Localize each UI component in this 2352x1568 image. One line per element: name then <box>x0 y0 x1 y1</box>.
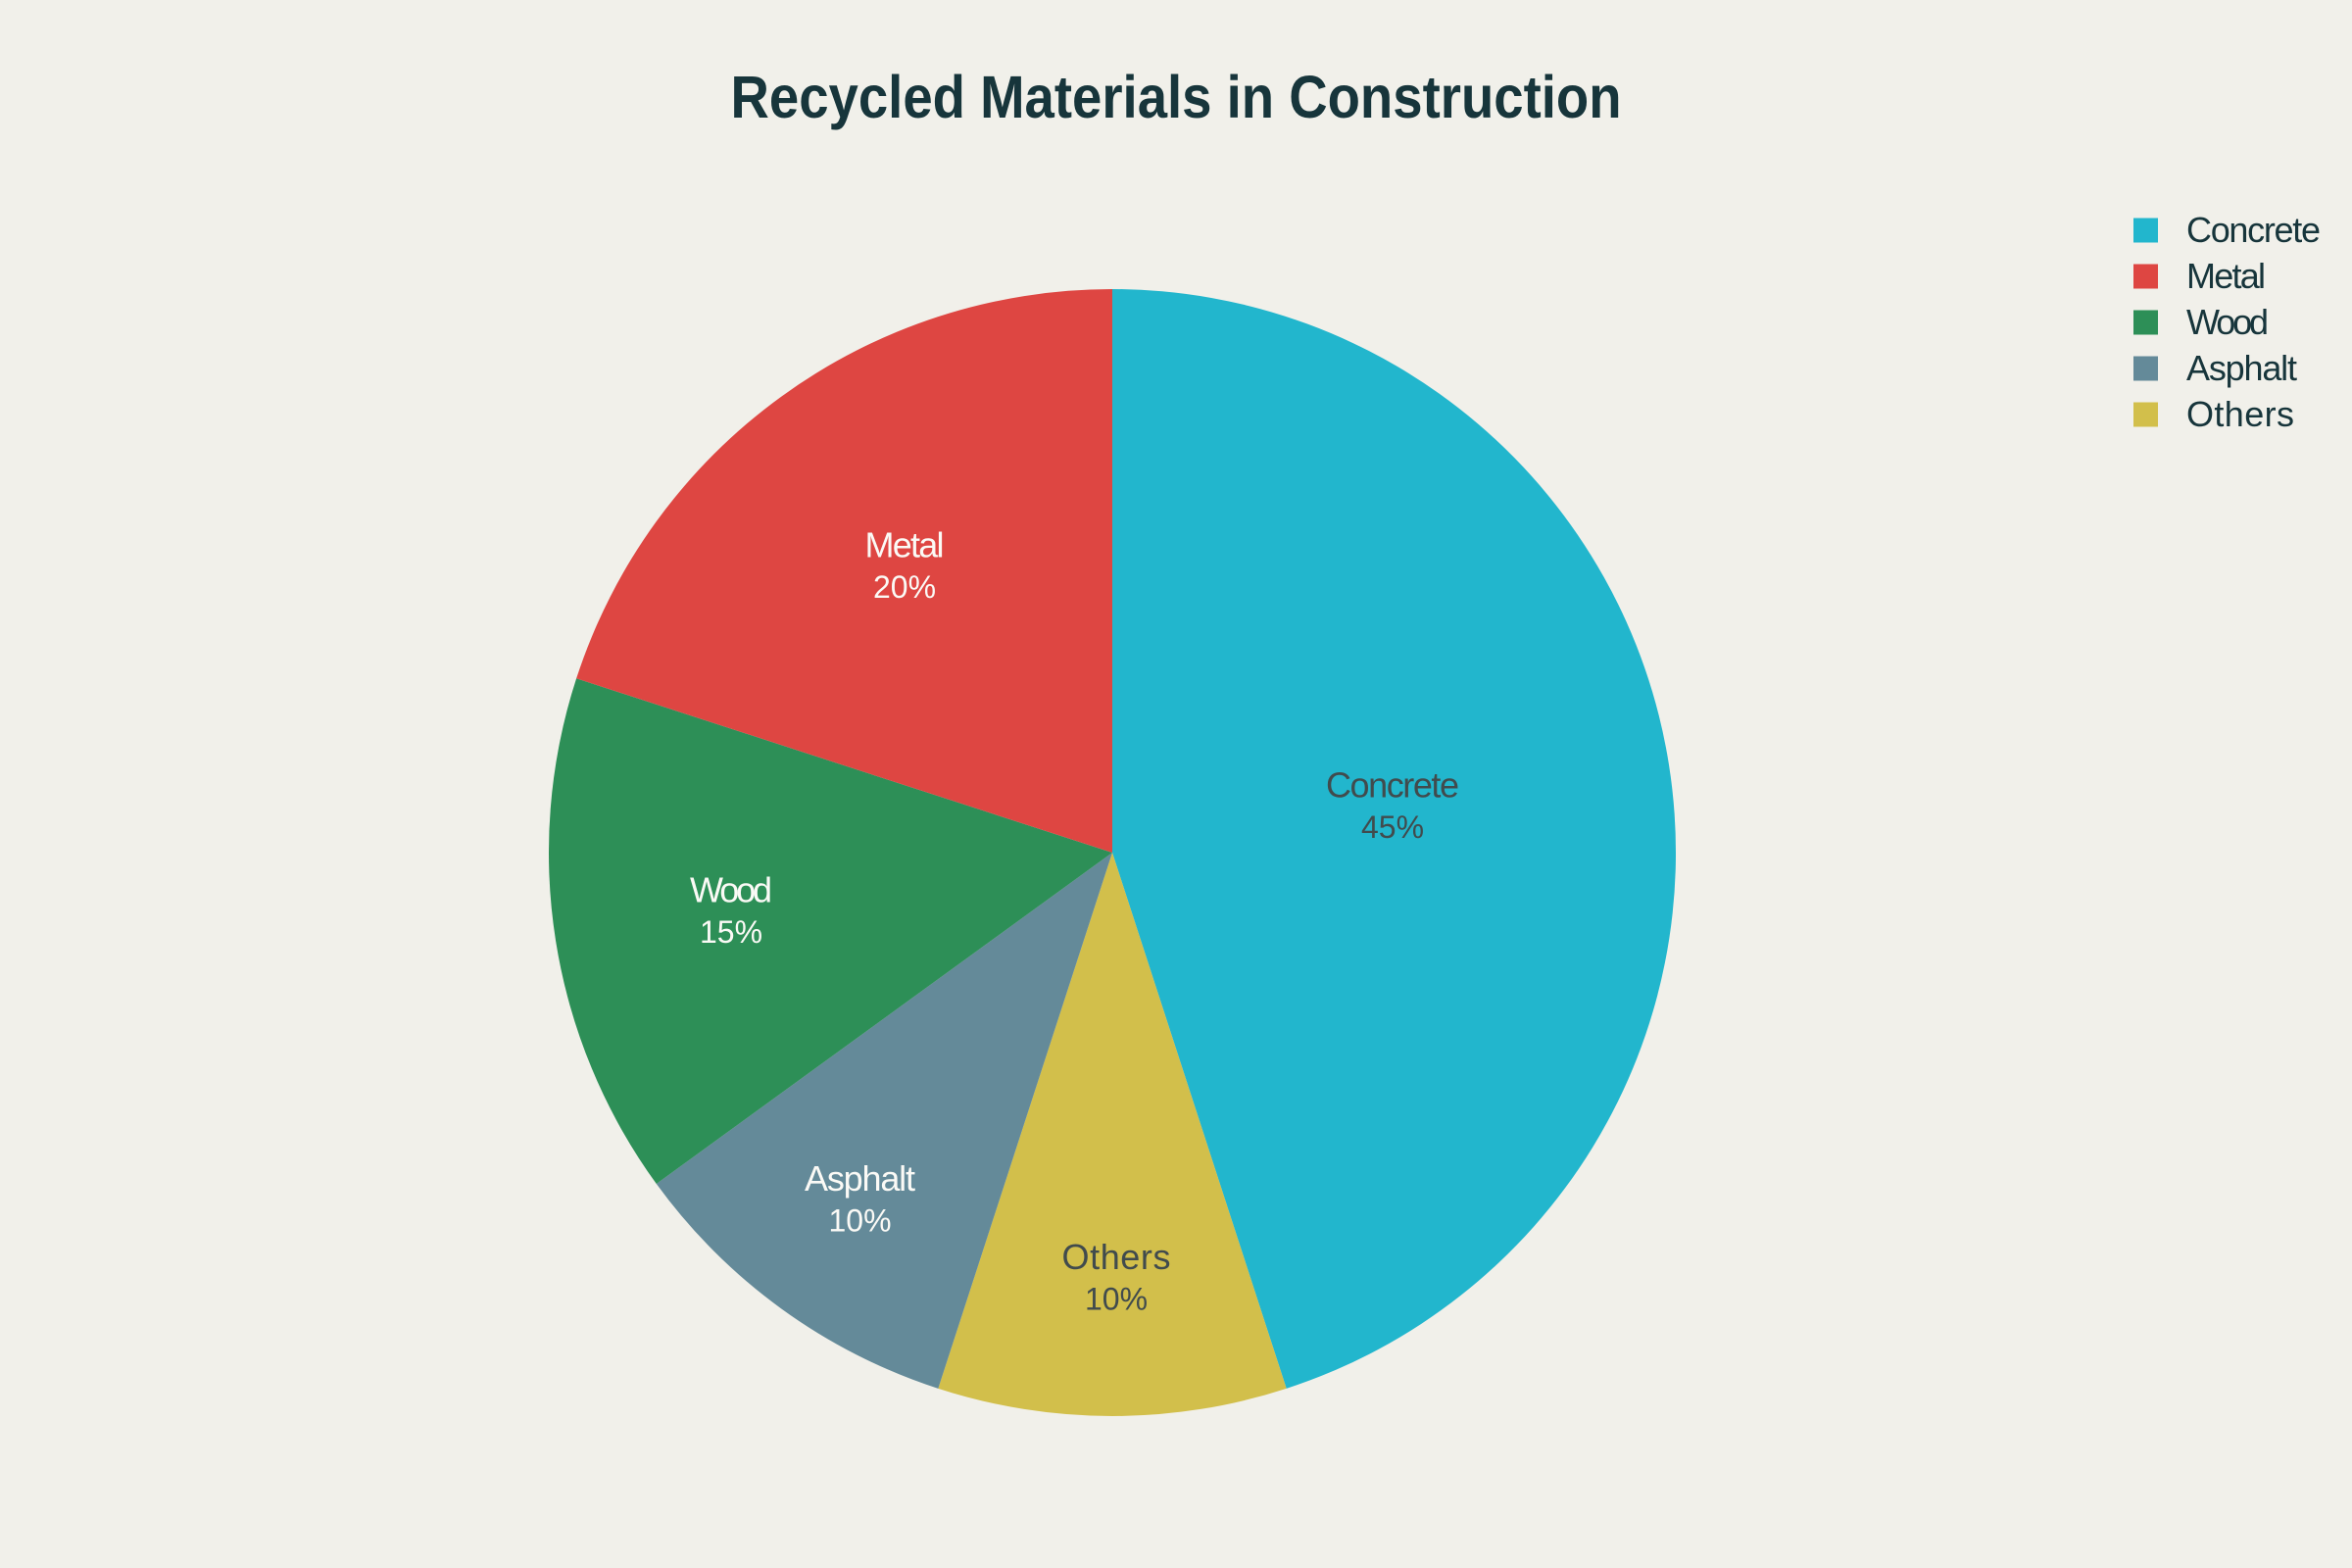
svg-text:Others: Others <box>2186 394 2294 434</box>
svg-text:20%: 20% <box>873 569 936 605</box>
svg-text:Asphalt: Asphalt <box>2186 348 2297 388</box>
svg-text:10%: 10% <box>828 1203 891 1239</box>
svg-text:Concrete: Concrete <box>2186 210 2321 250</box>
svg-text:Metal: Metal <box>2186 256 2266 296</box>
svg-text:Recycled Materials in Construc: Recycled Materials in Construction <box>731 64 1622 131</box>
svg-text:Wood: Wood <box>690 870 772 910</box>
svg-text:Concrete: Concrete <box>1326 765 1459 806</box>
svg-text:Wood: Wood <box>2186 302 2269 342</box>
svg-text:Metal: Metal <box>865 525 945 565</box>
svg-text:10%: 10% <box>1085 1282 1148 1317</box>
svg-text:Asphalt: Asphalt <box>805 1158 915 1199</box>
svg-text:15%: 15% <box>700 914 762 950</box>
svg-text:45%: 45% <box>1361 809 1424 845</box>
svg-text:Others: Others <box>1062 1237 1171 1277</box>
